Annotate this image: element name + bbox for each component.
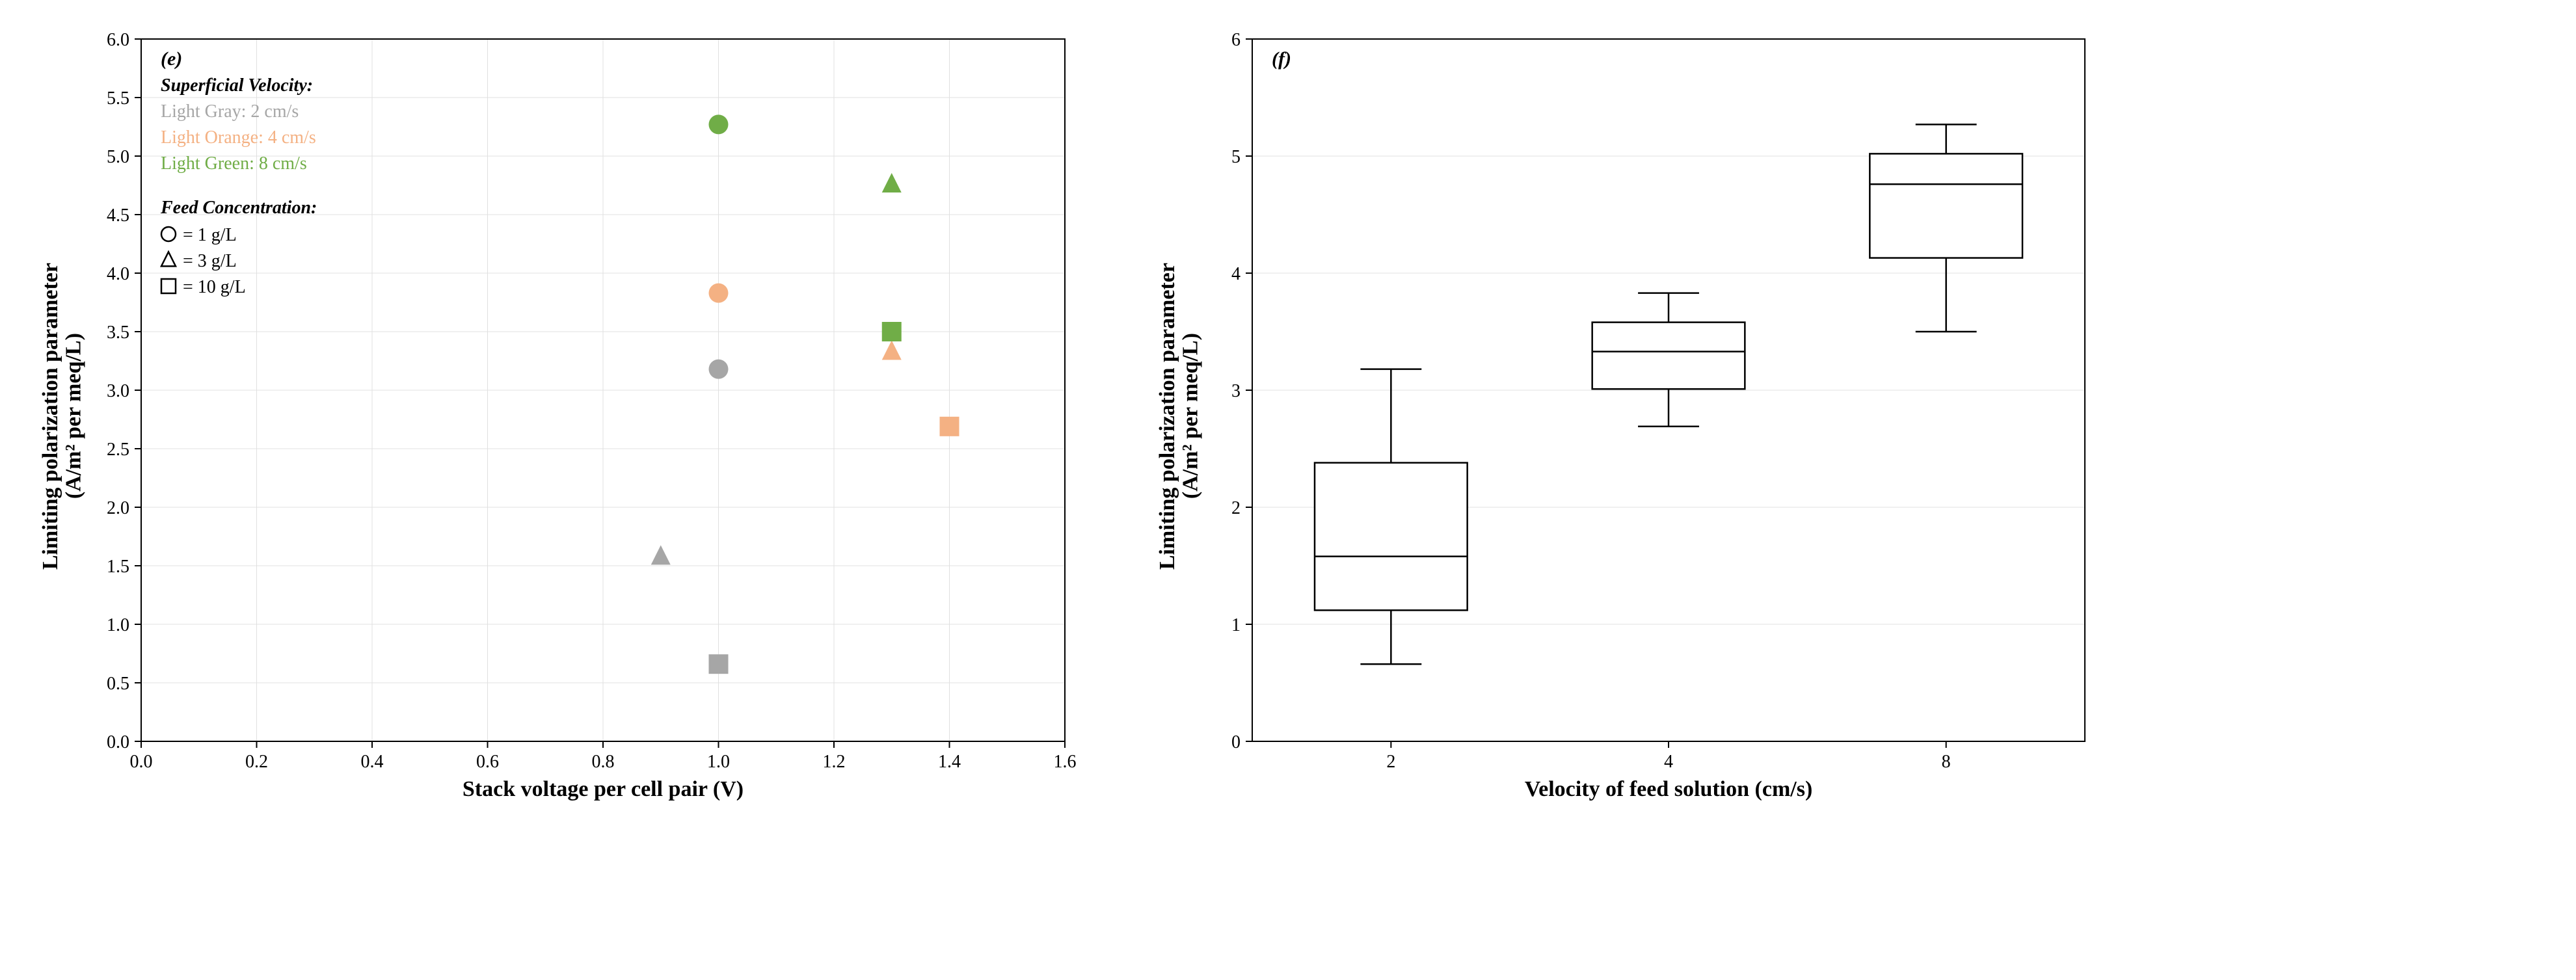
- svg-text:2: 2: [1386, 752, 1395, 772]
- svg-text:4: 4: [1231, 264, 1241, 284]
- svg-text:3.5: 3.5: [107, 323, 129, 343]
- svg-text:Light Gray: 2 cm/s: Light Gray: 2 cm/s: [161, 101, 299, 122]
- svg-text:3: 3: [1231, 381, 1241, 401]
- box-ylabel: Limiting polarization parameter (A/m² pe…: [1156, 263, 1202, 570]
- svg-text:0.4: 0.4: [361, 752, 384, 772]
- svg-text:0: 0: [1231, 732, 1241, 752]
- svg-text:= 1 g/L: = 1 g/L: [183, 225, 237, 245]
- svg-text:Light Green: 8 cm/s: Light Green: 8 cm/s: [161, 153, 307, 174]
- svg-text:1.6: 1.6: [1054, 752, 1077, 772]
- scatter-ylabel: Limiting polarization parameter (A/m² pe…: [39, 263, 85, 570]
- svg-text:3.0: 3.0: [107, 381, 129, 401]
- svg-text:0.6: 0.6: [476, 752, 499, 772]
- svg-text:= 3 g/L: = 3 g/L: [183, 251, 237, 271]
- scatter-ylabel-line2: (A/m² per meq/L): [62, 263, 86, 570]
- box-panel: Limiting polarization parameter (A/m² pe…: [1156, 26, 2097, 806]
- svg-text:2.5: 2.5: [107, 440, 129, 460]
- svg-text:1.2: 1.2: [823, 752, 846, 772]
- svg-text:1.5: 1.5: [107, 557, 129, 577]
- svg-text:1: 1: [1231, 615, 1241, 635]
- svg-text:1.0: 1.0: [107, 615, 129, 635]
- box-ylabel-line2: (A/m² per meq/L): [1179, 263, 1203, 570]
- svg-text:= 10 g/L: = 10 g/L: [183, 277, 246, 297]
- svg-text:4.0: 4.0: [107, 264, 129, 284]
- scatter-panel: Limiting polarization parameter (A/m² pe…: [39, 26, 1078, 806]
- svg-text:5.5: 5.5: [107, 88, 129, 109]
- svg-text:Superficial Velocity:: Superficial Velocity:: [161, 75, 313, 96]
- svg-text:(f): (f): [1272, 48, 1291, 70]
- svg-text:5.0: 5.0: [107, 147, 129, 167]
- svg-text:2.0: 2.0: [107, 498, 129, 518]
- svg-text:(e): (e): [161, 48, 182, 70]
- svg-text:0.5: 0.5: [107, 674, 129, 694]
- svg-text:Velocity of feed solution (cm/: Velocity of feed solution (cm/s): [1524, 777, 1812, 801]
- svg-text:Light Orange: 4 cm/s: Light Orange: 4 cm/s: [161, 127, 316, 148]
- svg-text:5: 5: [1231, 147, 1241, 167]
- svg-text:Feed Concentration:: Feed Concentration:: [160, 198, 317, 218]
- svg-text:6: 6: [1231, 30, 1241, 50]
- svg-text:0.8: 0.8: [592, 752, 615, 772]
- svg-text:4: 4: [1664, 752, 1673, 772]
- box-svg: 0 1 2 3 4 5 6 2 4 8 Velocity of feed solution (cm/…: [1207, 26, 2098, 806]
- svg-text:2: 2: [1231, 498, 1241, 518]
- svg-text:0.0: 0.0: [130, 752, 153, 772]
- svg-text:1.4: 1.4: [938, 752, 961, 772]
- svg-text:1.0: 1.0: [707, 752, 730, 772]
- svg-text:6.0: 6.0: [107, 30, 129, 50]
- box-ylabel-line1: Limiting polarization parameter: [1155, 263, 1179, 570]
- svg-text:8: 8: [1941, 752, 1950, 772]
- svg-text:4.5: 4.5: [107, 205, 129, 226]
- scatter-ylabel-line1: Limiting polarization parameter: [38, 263, 62, 570]
- svg-text:Stack voltage per cell pair (V: Stack voltage per cell pair (V): [463, 777, 744, 801]
- svg-text:0.2: 0.2: [245, 752, 268, 772]
- svg-text:0.0: 0.0: [107, 732, 129, 752]
- scatter-svg: 0.0 0.2 0.4 0.6 0.8 1.0 1.2 1.4 1.6 0.0 0.5 1.0 1.5 2…: [89, 26, 1078, 806]
